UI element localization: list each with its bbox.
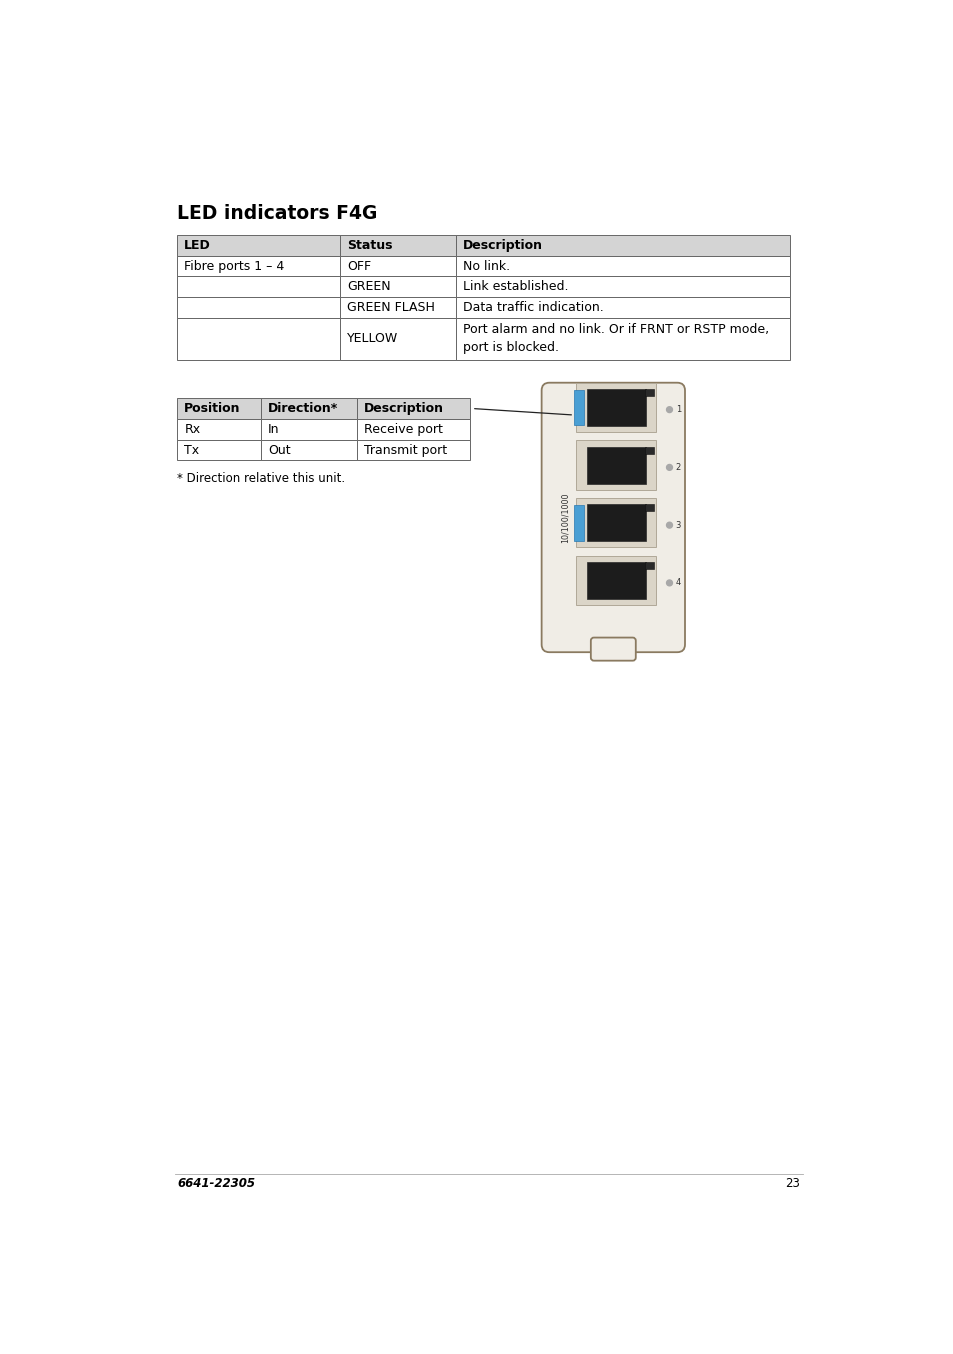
Bar (586, 504, 645, 542)
Bar (340, 276, 456, 298)
Bar (177, 234, 340, 256)
Bar (456, 298, 789, 318)
Text: Description: Description (463, 238, 543, 252)
Bar (177, 440, 261, 460)
Bar (456, 318, 789, 360)
Text: Receive port: Receive port (364, 422, 442, 436)
Text: 23: 23 (784, 1177, 800, 1190)
Text: * Direction relative this unit.: * Direction relative this unit. (177, 473, 345, 485)
Circle shape (666, 523, 672, 528)
Bar (177, 318, 340, 360)
Text: Position: Position (184, 402, 240, 414)
Bar (644, 562, 654, 569)
Bar (340, 234, 456, 256)
Text: GREEN: GREEN (347, 280, 391, 294)
Text: port is blocked.: port is blocked. (463, 341, 558, 353)
Text: 3: 3 (675, 521, 680, 529)
Bar (261, 440, 356, 460)
Text: Transmit port: Transmit port (364, 444, 447, 456)
Text: YELLOW: YELLOW (347, 332, 398, 345)
Bar (340, 318, 456, 360)
Text: In: In (268, 422, 279, 436)
Text: Link established.: Link established. (463, 280, 568, 294)
Text: No link.: No link. (463, 260, 510, 272)
Bar (456, 276, 789, 298)
Text: Description: Description (364, 402, 444, 414)
Bar (574, 505, 583, 540)
Circle shape (666, 464, 672, 470)
Bar (356, 418, 470, 440)
Text: LED indicators F4G: LED indicators F4G (177, 204, 377, 223)
Bar (586, 389, 645, 425)
Bar (586, 562, 645, 598)
Text: LED: LED (184, 238, 211, 252)
Text: 1: 1 (675, 405, 680, 414)
Bar (575, 440, 655, 490)
Text: 2: 2 (675, 463, 680, 473)
Bar (177, 256, 340, 276)
Text: OFF: OFF (347, 260, 371, 272)
Text: Status: Status (347, 238, 393, 252)
Bar (644, 389, 654, 395)
Bar (340, 256, 456, 276)
FancyBboxPatch shape (541, 383, 684, 653)
Bar (575, 556, 655, 605)
FancyBboxPatch shape (590, 638, 635, 661)
Bar (340, 298, 456, 318)
Bar (261, 418, 356, 440)
Bar (356, 398, 470, 418)
Bar (586, 447, 645, 483)
Bar (575, 498, 655, 547)
Bar (644, 447, 654, 454)
Circle shape (666, 580, 672, 586)
Bar (644, 504, 654, 512)
Text: Port alarm and no link. Or if FRNT or RSTP mode,: Port alarm and no link. Or if FRNT or RS… (463, 324, 769, 336)
Bar (575, 383, 655, 432)
Bar (456, 256, 789, 276)
Bar (356, 440, 470, 460)
Text: Data traffic indication.: Data traffic indication. (463, 301, 603, 314)
Text: 4: 4 (675, 578, 680, 588)
Bar (177, 276, 340, 298)
Bar (261, 398, 356, 418)
Text: Rx: Rx (184, 422, 200, 436)
Bar (456, 234, 789, 256)
Text: Out: Out (268, 444, 291, 456)
Circle shape (666, 406, 672, 413)
Bar (177, 298, 340, 318)
Text: 6641-22305: 6641-22305 (177, 1177, 255, 1190)
Text: Fibre ports 1 – 4: Fibre ports 1 – 4 (184, 260, 284, 272)
Text: Direction*: Direction* (268, 402, 338, 414)
Bar (574, 390, 583, 425)
Bar (177, 398, 261, 418)
Bar (177, 418, 261, 440)
Text: 10/100/1000: 10/100/1000 (559, 493, 569, 543)
Text: Tx: Tx (184, 444, 199, 456)
Text: GREEN FLASH: GREEN FLASH (347, 301, 435, 314)
